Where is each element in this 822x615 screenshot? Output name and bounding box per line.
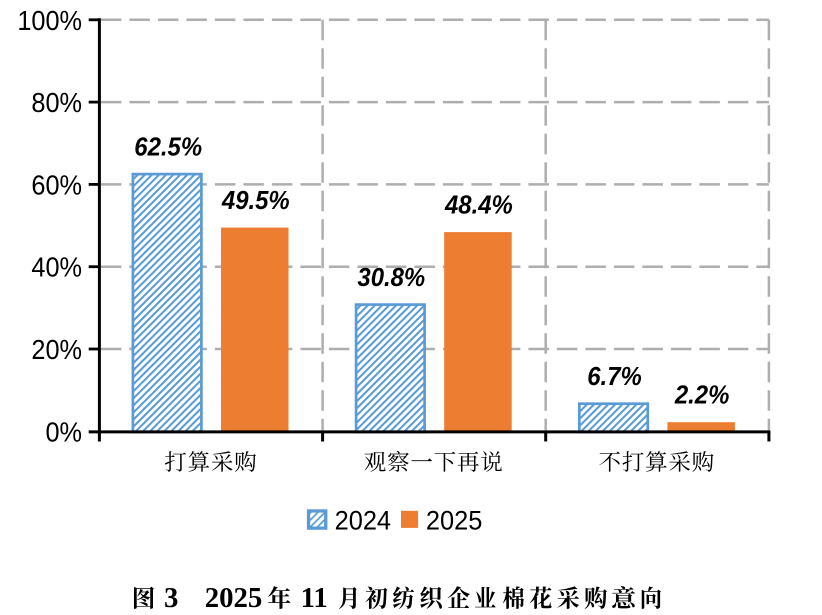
svg-text:20%: 20% (31, 334, 82, 365)
svg-text:11: 11 (301, 582, 328, 614)
svg-text:40%: 40% (31, 252, 82, 283)
svg-text:62.5%: 62.5% (134, 133, 202, 162)
svg-text:2024: 2024 (335, 505, 391, 536)
svg-text:3: 3 (164, 582, 178, 614)
svg-text:60%: 60% (31, 169, 82, 200)
svg-text:100%: 100% (17, 5, 82, 36)
svg-text:48.4%: 48.4% (444, 191, 513, 220)
svg-text:0%: 0% (45, 416, 82, 447)
svg-text:2025: 2025 (426, 505, 482, 536)
svg-text:80%: 80% (31, 87, 82, 118)
svg-text:49.5%: 49.5% (221, 186, 290, 215)
svg-text:30.8%: 30.8% (357, 263, 425, 292)
svg-text:2025: 2025 (205, 582, 263, 614)
svg-text:6.7%: 6.7% (587, 362, 642, 391)
svg-text:2.2%: 2.2% (674, 381, 729, 410)
